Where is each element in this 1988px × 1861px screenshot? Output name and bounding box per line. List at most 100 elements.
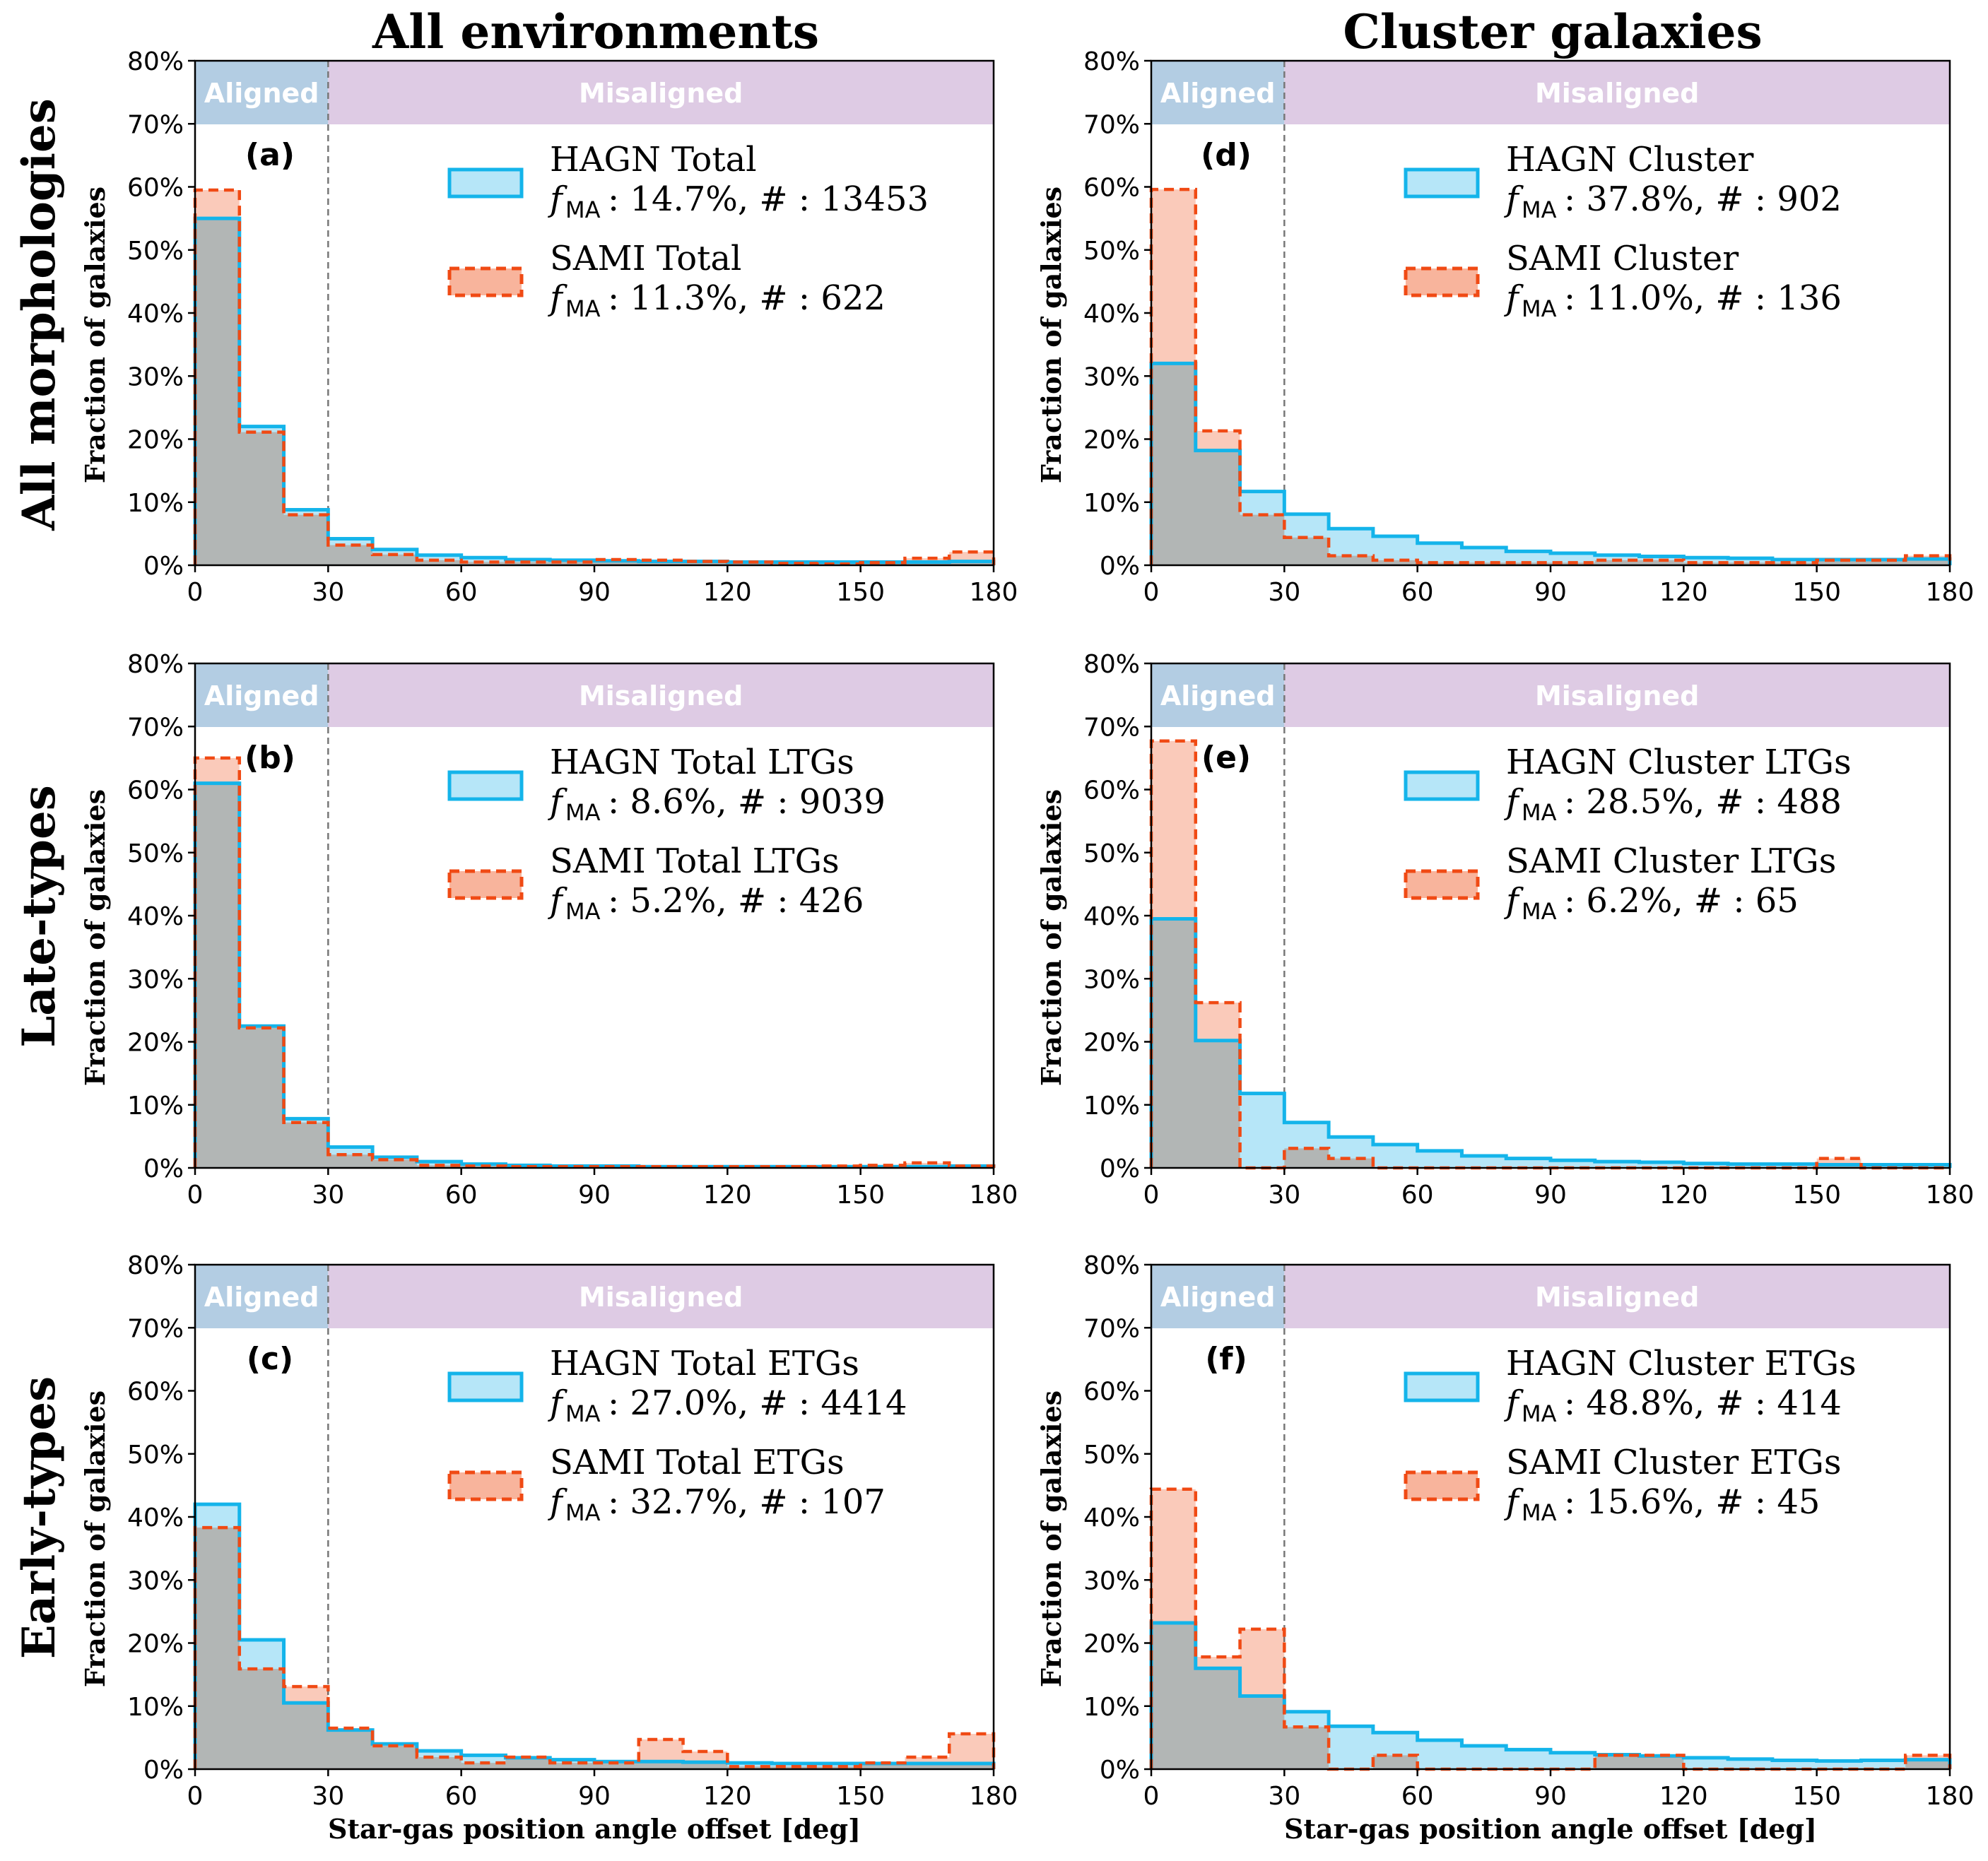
x-tick-label: 120 (703, 1782, 752, 1811)
hagn-bar (1240, 1094, 1285, 1168)
f-ma-subscript: MA (1522, 1499, 1557, 1526)
sami-bar (1151, 741, 1196, 1168)
sami-bar (639, 1739, 683, 1769)
sami-bar (861, 1763, 905, 1769)
misaligned-band (1284, 61, 1950, 124)
hagn-bar (1728, 1759, 1772, 1769)
x-tick-label: 60 (1401, 1181, 1434, 1210)
y-tick-label: 20% (1083, 426, 1140, 455)
y-tick-label: 60% (1083, 174, 1140, 203)
y-tick-label: 40% (127, 300, 184, 329)
y-tick-label: 80% (1083, 47, 1140, 76)
misaligned-band (328, 61, 994, 124)
hagn-legend-swatch (1404, 1371, 1480, 1402)
y-tick-label: 50% (1083, 237, 1140, 266)
hagn-legend-swatch (447, 167, 524, 199)
hagn-legend-swatch (447, 1371, 524, 1402)
y-tick-label: 50% (1083, 839, 1140, 868)
sami-legend-stats: : 32.7%, # : 107 (608, 1482, 886, 1522)
x-tick-label: 150 (1792, 578, 1841, 607)
f-ma-subscript: MA (1522, 1400, 1557, 1427)
hagn-bar (1595, 1162, 1640, 1168)
sami-bar (550, 1763, 594, 1769)
hagn-legend-stats: : 48.8%, # : 414 (1564, 1383, 1842, 1423)
y-tick-label: 20% (127, 1029, 184, 1058)
panel-label: (a) (245, 137, 295, 173)
f-ma-subscript: MA (1522, 196, 1557, 223)
sami-bar (949, 1734, 994, 1769)
sami-histogram-fill (195, 1528, 994, 1769)
f-ma-symbol: f (548, 1383, 567, 1423)
hagn-histogram-line (1149, 916, 1952, 1168)
hagn-legend-swatch (1404, 167, 1480, 199)
hagn-legend-stats: : 14.7%, # : 13453 (608, 179, 929, 219)
x-tick-label: 0 (1143, 1782, 1160, 1811)
panel-label: (f) (1205, 1341, 1247, 1377)
f-ma-subscript: MA (565, 1499, 601, 1526)
hagn-histogram-fill (1151, 1622, 1950, 1769)
y-tick-label: 80% (1083, 650, 1140, 679)
y-tick-label: 20% (127, 426, 184, 455)
y-tick-label: 30% (127, 362, 184, 391)
sami-bar (1151, 1489, 1196, 1769)
hagn-histogram-line (193, 216, 996, 565)
y-tick-label: 10% (127, 489, 184, 518)
hagn-legend-name: HAGN Cluster LTGs (1506, 743, 1852, 782)
sami-histogram-fill (1151, 1489, 1950, 1769)
x-tick-label: 120 (1659, 1181, 1708, 1210)
aligned-band (195, 663, 329, 727)
sami-bar (1329, 1159, 1373, 1168)
sami-bar (1640, 1755, 1684, 1769)
f-ma-subscript: MA (565, 196, 601, 223)
sami-bar (284, 1123, 329, 1168)
sami-bar (417, 1757, 461, 1769)
sami-legend-name: SAMI Total (550, 239, 741, 278)
sami-bar (328, 1154, 372, 1168)
hagn-bar (1461, 1156, 1506, 1168)
f-ma-subscript: MA (565, 295, 601, 322)
sami-legend-stats: : 6.2%, # : 65 (1564, 881, 1799, 921)
y-tick-label: 80% (127, 650, 184, 679)
sami-histogram-line (193, 756, 996, 1169)
sami-legend-stats: : 5.2%, # : 426 (608, 881, 864, 921)
x-tick-label: 60 (445, 578, 478, 607)
y-tick-label: 70% (1083, 110, 1140, 139)
misaligned-band-label: Misaligned (1535, 78, 1699, 109)
f-ma-symbol: f (1504, 782, 1524, 822)
x-axis-label: Star-gas position angle offset [deg] (328, 1813, 861, 1845)
misaligned-band (1284, 663, 1950, 727)
sami-bar (240, 432, 284, 565)
sami-bar (1151, 189, 1196, 565)
sami-bar (284, 515, 329, 565)
sami-bar (505, 1757, 550, 1769)
column-titles: All environments Cluster galaxies (372, 4, 1763, 59)
panels: Aligned Misaligned 0% 10% 20% 30% 40% 50% 60% 70%… (79, 47, 1974, 1845)
sami-bar (372, 555, 417, 565)
panel-label: (b) (245, 740, 295, 776)
hagn-bar (1551, 1753, 1595, 1769)
x-tick-label: 60 (445, 1782, 478, 1811)
y-axis-label: Fraction of galaxies (79, 789, 111, 1086)
sami-legend-name: SAMI Cluster LTGs (1506, 841, 1836, 881)
x-tick-label: 150 (836, 578, 885, 607)
y-tick-label: 40% (1083, 1503, 1140, 1532)
panel-a: Aligned Misaligned 0% 10% 20% 30% 40% 50% 60% 70%… (79, 47, 1018, 607)
sami-legend-swatch (447, 266, 524, 297)
aligned-band-label: Aligned (1160, 78, 1276, 109)
x-tick-label: 90 (1534, 1181, 1567, 1210)
f-ma-subscript: MA (565, 1400, 601, 1427)
sami-bar (905, 1757, 949, 1769)
hagn-bar (1461, 1746, 1506, 1769)
aligned-band (1151, 1265, 1285, 1328)
sami-legend-stats: : 15.6%, # : 45 (1564, 1482, 1820, 1522)
sami-bar (372, 1746, 417, 1769)
sami-legend-stats: : 11.3%, # : 622 (608, 278, 886, 318)
y-tick-label: 10% (1083, 1092, 1140, 1121)
f-ma-symbol: f (1504, 881, 1524, 921)
hagn-legend-name: HAGN Total LTGs (550, 743, 854, 782)
x-tick-label: 90 (1534, 578, 1567, 607)
y-tick-label: 50% (1083, 1441, 1140, 1470)
sami-bar (1284, 1148, 1329, 1168)
aligned-band-label: Aligned (1160, 680, 1276, 711)
